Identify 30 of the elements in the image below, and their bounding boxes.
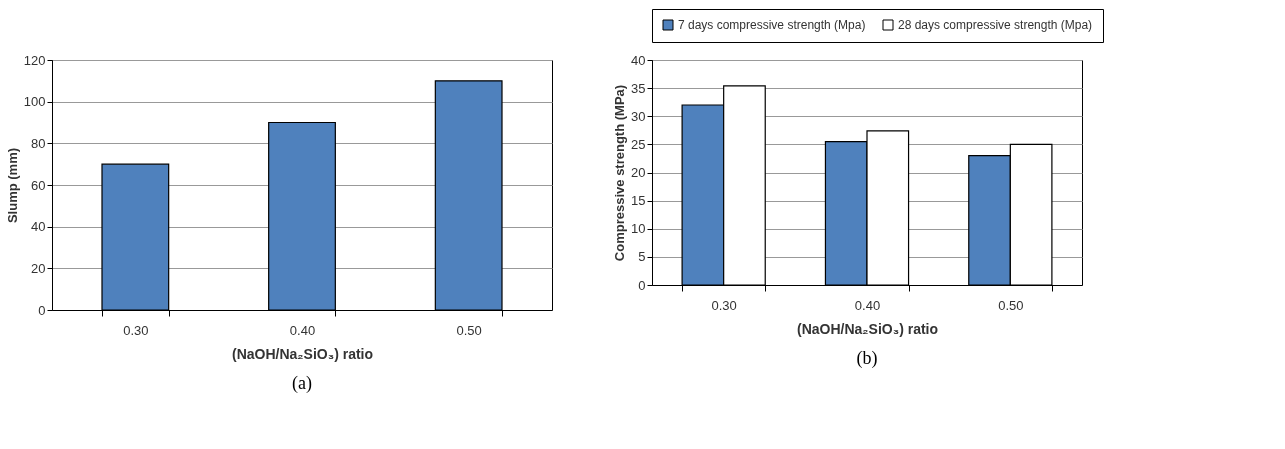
y-tick-label: 30 <box>631 108 646 124</box>
x-tick-label: 0.50 <box>456 322 482 338</box>
y-tick-label: 20 <box>631 165 646 180</box>
y-tick-label: 35 <box>631 80 646 96</box>
y-tick-label: 40 <box>631 52 646 68</box>
x-axis-title: (NaOH/Na₂SiO₃) ratio <box>796 320 939 337</box>
y-tick-label: 10 <box>631 221 646 237</box>
y-tick-label: 80 <box>31 135 46 151</box>
y-tick-label: 60 <box>31 177 46 193</box>
y-tick-label: 15 <box>631 193 646 209</box>
text: (b) <box>856 348 878 369</box>
x-tick-label: 0.50 <box>998 297 1024 313</box>
y-tick-label: 5 <box>638 249 646 265</box>
x-tick-label: 0.30 <box>711 297 737 313</box>
x-axis-title: (NaOH/Na₂SiO₃) ratio <box>231 345 374 362</box>
y-axis-title: Slump (mm) <box>4 147 20 224</box>
y-axis-title: Compressive strength (MPa) <box>612 84 628 262</box>
x-tick-label: 0.40 <box>854 297 881 313</box>
y-tick-label: 25 <box>631 136 646 152</box>
y-tick-label: 0 <box>38 302 46 318</box>
y-tick-label: 0 <box>638 277 646 293</box>
x-tick-label: 0.30 <box>123 322 149 338</box>
legend-label: 28 days compressive strength (Mpa) <box>898 18 1093 32</box>
y-tick-label: 120 <box>23 52 46 68</box>
y-tick-label: 100 <box>23 94 46 110</box>
y-tick-label: 20 <box>31 260 46 276</box>
text: (a) <box>292 373 312 394</box>
y-tick-label: 40 <box>31 219 46 235</box>
legend-label: 7 days compressive strength (Mpa) <box>678 18 866 32</box>
x-tick-label: 0.40 <box>289 322 316 338</box>
